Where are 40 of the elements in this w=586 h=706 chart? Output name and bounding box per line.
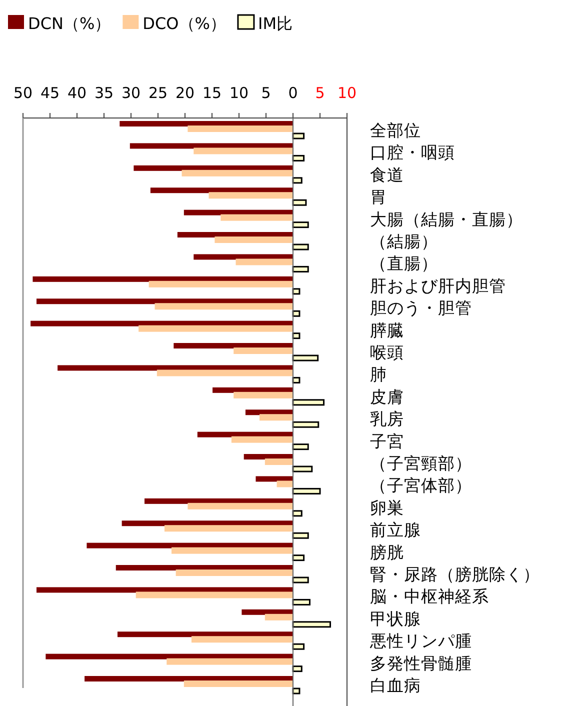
legend-label: DCO（%） xyxy=(142,14,226,33)
y-tick-label: 肝および肝内胆管 xyxy=(370,276,506,296)
x-tick-label: 10 xyxy=(229,84,249,102)
y-tick-label: 胆のう・胆管 xyxy=(370,298,472,318)
y-tick-label: 子宮 xyxy=(370,432,404,451)
y-tick-label: 前立腺 xyxy=(370,520,421,540)
y-tick-label: 皮膚 xyxy=(370,387,404,406)
y-tick-label: （子宮頸部） xyxy=(370,454,472,473)
x-tick-label: 30 xyxy=(121,84,141,102)
y-tick-label: 脳・中枢神経系 xyxy=(370,587,489,606)
y-tick-label: 卵巣 xyxy=(370,498,404,518)
x-tick-label: 40 xyxy=(67,84,87,102)
x-tick-label: 5 xyxy=(261,84,271,102)
y-tick-label: 悪性リンパ腫 xyxy=(369,632,472,651)
legend-label: IM比 xyxy=(258,14,292,33)
x-tick-label: 15 xyxy=(202,84,222,102)
y-tick-label: 全部位 xyxy=(370,121,421,140)
y-tick-label: （子宮体部） xyxy=(370,476,472,496)
y-tick-label: 口腔・咽頭 xyxy=(370,143,455,162)
y-tick-label: （直腸） xyxy=(370,254,438,274)
y-tick-label: （結腸） xyxy=(370,232,438,251)
y-tick-label: 多発性骨髄腫 xyxy=(370,654,472,673)
y-tick-label: 膀胱 xyxy=(370,542,404,562)
x-tick-label: 50 xyxy=(13,84,33,102)
y-tick-label: 腎・尿路（膀胱除く） xyxy=(370,565,540,584)
y-tick-label: 乳房 xyxy=(370,410,404,429)
x-tick-label: 0 xyxy=(288,84,298,102)
y-tick-label: 胃 xyxy=(370,188,387,207)
x-tick-label: 25 xyxy=(148,84,168,102)
y-tick-label: 甲状腺 xyxy=(370,609,421,628)
y-tick-label: 喉頭 xyxy=(370,343,404,362)
y-tick-label: 白血病 xyxy=(370,676,421,695)
x-tick-label: 20 xyxy=(175,84,195,102)
y-tick-label: 大腸（結腸・直腸） xyxy=(370,210,523,229)
y-tick-label: 肺 xyxy=(370,365,387,384)
x-tick-label: 45 xyxy=(40,84,60,102)
y-tick-label: 食道 xyxy=(370,165,404,184)
y-tick-label: 膵臓 xyxy=(370,320,404,340)
x-tick-label: 35 xyxy=(94,84,114,102)
legend-label: DCN（%） xyxy=(28,14,111,33)
